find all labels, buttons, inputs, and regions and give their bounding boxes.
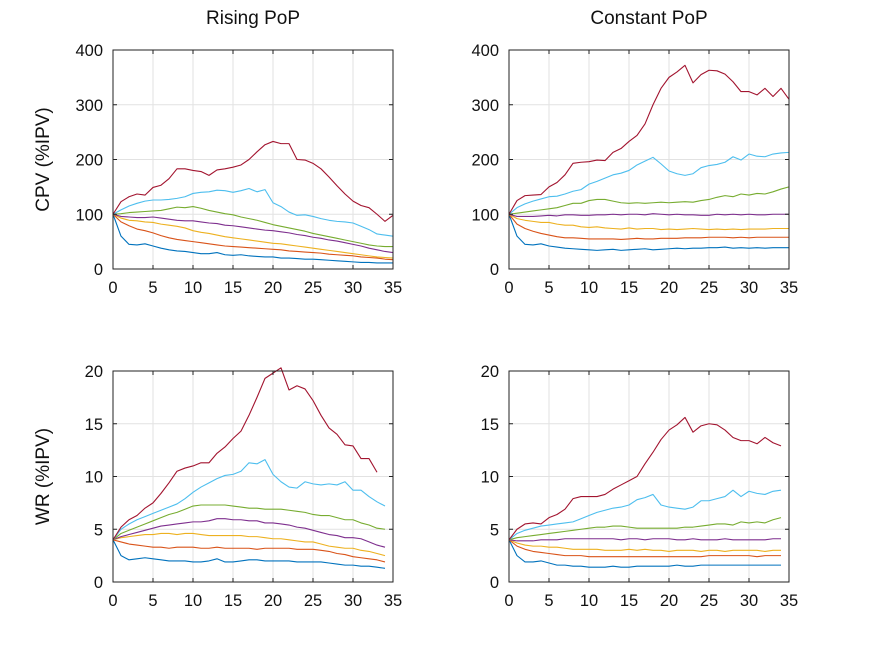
y-tick-label: 15 <box>85 416 103 434</box>
series-line-3 <box>112 213 394 259</box>
x-tick-label: 5 <box>148 592 157 610</box>
x-tick-label: 5 <box>544 279 553 297</box>
x-tick-label: 20 <box>264 592 282 610</box>
series-line-1 <box>112 539 386 569</box>
series-line-1 <box>508 539 781 568</box>
x-tick-label: 5 <box>148 279 157 297</box>
y-tick-label: 20 <box>85 363 103 381</box>
series-line-5 <box>508 517 782 541</box>
x-tick-label: 0 <box>504 592 513 610</box>
series-line-1 <box>508 214 789 251</box>
y-tick-label: 10 <box>481 469 499 487</box>
y-tick-label: 0 <box>490 261 499 279</box>
series-line-4 <box>508 538 781 542</box>
series-line-7 <box>508 416 782 541</box>
series-line-3 <box>508 539 781 552</box>
y-tick-label: 20 <box>481 363 499 381</box>
x-tick-label: 35 <box>780 592 798 610</box>
series-line-3 <box>112 532 386 557</box>
y-tick-label: 0 <box>490 574 499 592</box>
y-tick-label: 15 <box>481 416 499 434</box>
series-line-7 <box>112 367 378 541</box>
series-line-4 <box>112 213 394 254</box>
x-tick-label: 30 <box>344 279 362 297</box>
y-tick-label: 400 <box>75 42 103 60</box>
x-tick-label: 10 <box>580 592 598 610</box>
y-tick-label: 100 <box>471 206 499 224</box>
series-line-1 <box>112 214 393 264</box>
x-tick-label: 5 <box>544 592 553 610</box>
y-tick-label: 0 <box>94 261 103 279</box>
y-tick-label: 200 <box>471 152 499 170</box>
y-tick-label: 10 <box>85 469 103 487</box>
series-line-5 <box>508 186 790 215</box>
series-line-6 <box>112 187 394 237</box>
x-tick-label: 30 <box>740 592 758 610</box>
x-tick-label: 0 <box>504 279 513 297</box>
series-line-7 <box>112 140 394 222</box>
x-tick-label: 20 <box>660 279 678 297</box>
x-tick-label: 0 <box>108 592 117 610</box>
series-line-3 <box>508 213 789 231</box>
series-line-5 <box>112 504 386 541</box>
y-tick-label: 5 <box>490 521 499 539</box>
series-line-6 <box>508 151 790 215</box>
series-line-6 <box>112 459 386 541</box>
chart-title: Constant PoP <box>590 8 707 29</box>
chart-panel-3: 0 5 10 15 20 25 30 35 0 5 10 15 20 WR (%IPV) <box>33 363 402 610</box>
x-tick-label: 15 <box>620 279 638 297</box>
series-line-2 <box>508 539 781 558</box>
series-line-5 <box>112 206 393 248</box>
x-tick-label: 10 <box>580 279 598 297</box>
y-axis-label: CPV (%IPV) <box>33 107 54 212</box>
x-tick-label: 35 <box>780 279 798 297</box>
chart-panel-2: 0 5 10 15 20 25 30 35 0 100 200 300 400 Constant PoP <box>471 8 798 297</box>
x-tick-label: 20 <box>264 279 282 297</box>
x-tick-label: 10 <box>184 279 202 297</box>
series-line-6 <box>508 489 782 541</box>
x-tick-label: 25 <box>700 592 718 610</box>
x-tick-label: 25 <box>304 279 322 297</box>
y-axis-label: WR (%IPV) <box>33 428 54 525</box>
x-tick-label: 15 <box>620 592 638 610</box>
series-line-2 <box>508 213 789 240</box>
y-tick-label: 400 <box>471 42 499 60</box>
x-tick-label: 25 <box>700 279 718 297</box>
chart-panel-1: 0 5 10 15 20 25 30 35 0 100 200 300 400 Rising PoP CPV… <box>33 8 402 297</box>
x-tick-label: 15 <box>224 279 242 297</box>
y-tick-label: 5 <box>94 521 103 539</box>
x-tick-label: 10 <box>184 592 202 610</box>
x-tick-label: 15 <box>224 592 242 610</box>
y-tick-label: 200 <box>75 152 103 170</box>
x-tick-label: 35 <box>384 592 402 610</box>
x-tick-label: 0 <box>108 279 117 297</box>
y-tick-label: 0 <box>94 574 103 592</box>
y-tick-label: 100 <box>75 206 103 224</box>
series-line-2 <box>112 539 386 563</box>
chart-title: Rising PoP <box>206 8 300 29</box>
x-tick-label: 35 <box>384 279 402 297</box>
series-line-4 <box>112 518 386 548</box>
x-tick-label: 30 <box>344 592 362 610</box>
series-line-4 <box>508 213 789 217</box>
y-tick-label: 300 <box>471 97 499 115</box>
x-tick-label: 25 <box>304 592 322 610</box>
y-tick-label: 300 <box>75 97 103 115</box>
series-line-7 <box>508 64 790 215</box>
x-tick-label: 30 <box>740 279 758 297</box>
chart-panel-4: 0 5 10 15 20 25 30 35 0 5 10 15 20 <box>481 363 799 610</box>
x-tick-label: 20 <box>660 592 678 610</box>
series-line-2 <box>112 213 394 261</box>
